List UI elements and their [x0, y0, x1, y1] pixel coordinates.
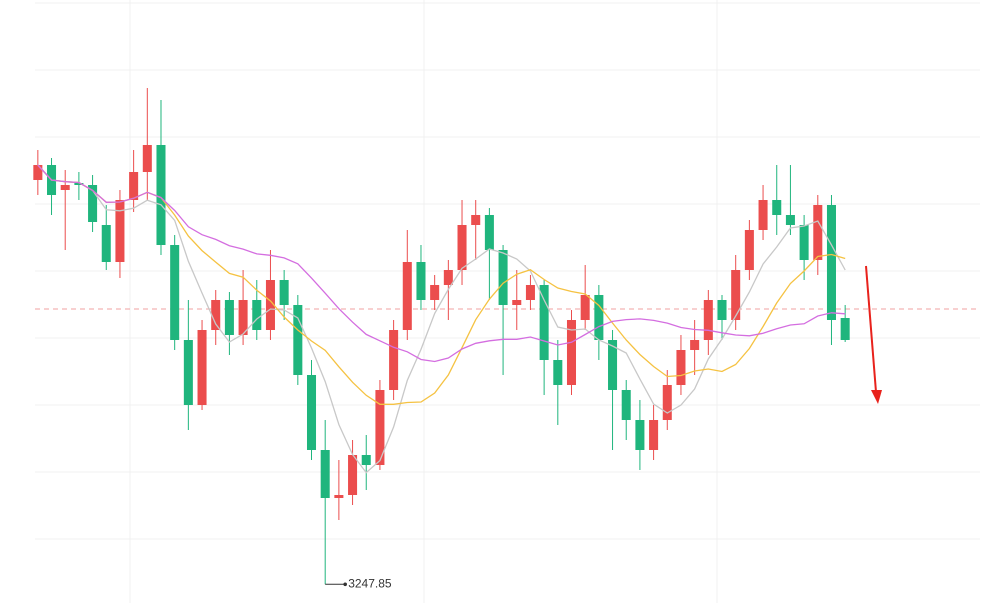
candle-body: [621, 390, 631, 420]
candle-body: [33, 165, 43, 180]
candle-body: [744, 230, 754, 270]
candle-body: [265, 280, 275, 330]
candle-body: [594, 295, 604, 340]
candle-body: [361, 455, 371, 465]
candle-body: [129, 172, 139, 200]
candle-body: [334, 495, 344, 498]
arrow-head: [871, 390, 882, 404]
annotation-label: 3247.85: [348, 576, 392, 590]
candle-body: [320, 450, 330, 498]
candle-body: [840, 318, 850, 340]
candle-body: [416, 262, 426, 300]
candle-body: [375, 390, 385, 465]
candle-body: [224, 300, 234, 335]
candle-body: [457, 225, 467, 270]
candle-body: [553, 360, 563, 385]
candle-body: [389, 330, 399, 390]
candle-body: [88, 185, 98, 222]
candle-body: [293, 305, 303, 375]
candle-body: [512, 300, 522, 305]
candle-body: [580, 295, 590, 320]
candle-body: [484, 215, 494, 250]
candle-body: [566, 320, 577, 385]
moving-average: [37, 164, 846, 363]
candle-body: [306, 375, 317, 450]
candle-body: [348, 455, 358, 495]
candle-body: [813, 205, 823, 260]
candle-body: [211, 300, 221, 330]
candle-body: [676, 350, 686, 385]
candle-body: [402, 262, 412, 330]
candle-body: [826, 205, 836, 320]
candle-body: [238, 300, 248, 335]
candle-body: [443, 270, 453, 285]
candle-body: [74, 183, 84, 185]
candle-body: [525, 285, 535, 300]
candle-body: [690, 340, 700, 350]
candle-body: [731, 270, 741, 320]
annotation-dot: [343, 582, 347, 587]
candle-body: [170, 245, 180, 340]
candle-body: [430, 285, 440, 300]
plot: 3247.85: [33, 88, 980, 590]
candle-body: [156, 145, 166, 245]
candle-body: [279, 280, 289, 305]
candle-body: [758, 200, 768, 230]
candle-body: [252, 300, 262, 330]
candle-body: [703, 300, 713, 340]
trend-arrow: [865, 265, 877, 393]
candle-body: [471, 215, 481, 225]
candle-body: [717, 300, 727, 320]
candle-body: [115, 200, 125, 262]
candle-body: [608, 340, 618, 390]
candle-body: [183, 340, 193, 405]
candle-body: [799, 225, 809, 260]
candle-body: [197, 330, 207, 405]
candle-body: [635, 420, 645, 450]
candle-body: [142, 145, 152, 172]
candle-body: [662, 385, 672, 420]
candle-body: [649, 420, 659, 450]
candle-body: [785, 215, 795, 225]
candle-body: [539, 285, 549, 360]
candle-body: [772, 200, 782, 215]
moving-average: [37, 164, 846, 474]
moving-average: [37, 164, 846, 405]
candle-body: [60, 185, 70, 190]
candle-body: [498, 250, 508, 305]
candle-body: [101, 225, 111, 262]
